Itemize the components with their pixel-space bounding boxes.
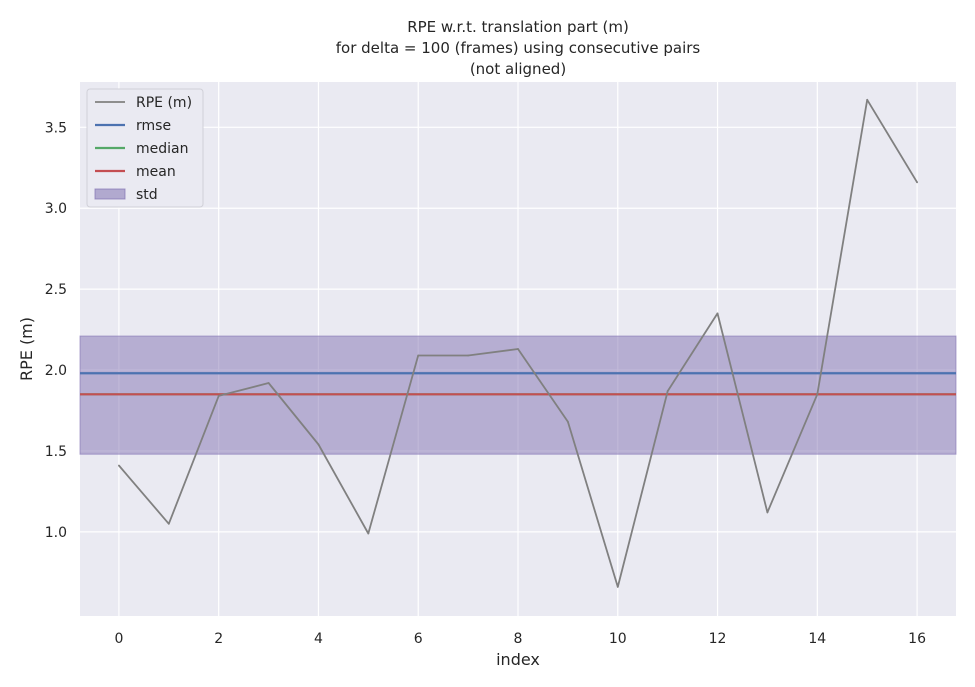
y-tick-label-2: 2.0 xyxy=(45,363,67,379)
x-tick-label-4: 8 xyxy=(514,631,523,647)
legend: RPE (m) rmse median mean std xyxy=(86,88,204,208)
x-axis-label: index xyxy=(496,650,540,669)
rpe-point-7 xyxy=(467,354,470,357)
x-tick-label-0: 0 xyxy=(114,631,123,647)
rpe-point-11 xyxy=(666,390,669,392)
rpe-point-1 xyxy=(167,522,170,525)
chart-title: RPE w.r.t. translation part (m) for delt… xyxy=(336,18,701,78)
rpe-point-0 xyxy=(118,464,120,467)
rpe-point-6 xyxy=(417,354,420,357)
rpe-point-15 xyxy=(866,98,869,101)
title-line-3: (not aligned) xyxy=(470,60,566,78)
x-tick-labels: 0 2 4 6 8 10 12 14 16 xyxy=(114,631,926,647)
rpe-point-8 xyxy=(517,348,519,350)
y-tick-label-1: 1.5 xyxy=(45,444,67,460)
rpe-point-4 xyxy=(317,443,320,446)
rpe-point-9 xyxy=(566,420,569,423)
legend-label-3: mean xyxy=(136,164,176,180)
x-tick-label-5: 10 xyxy=(609,631,627,647)
y-tick-label-3: 2.5 xyxy=(45,282,67,298)
rpe-point-2 xyxy=(217,395,220,397)
legend-label-0: RPE (m) xyxy=(136,95,192,111)
rpe-point-10 xyxy=(616,585,619,588)
rpe-point-13 xyxy=(766,511,769,514)
y-tick-label-0: 1.0 xyxy=(45,525,67,541)
x-tick-label-6: 12 xyxy=(709,631,727,647)
x-tick-label-8: 16 xyxy=(908,631,926,647)
legend-entries: RPE (m) rmse median mean std xyxy=(94,95,192,203)
legend-label-1: rmse xyxy=(136,118,171,134)
x-tick-label-3: 6 xyxy=(414,631,423,647)
x-tick-label-2: 4 xyxy=(314,631,323,647)
legend-swatch-4 xyxy=(94,188,126,200)
y-tick-labels: 1.0 1.5 2.0 2.5 3.0 3.5 xyxy=(45,120,67,541)
y-tick-label-4: 3.0 xyxy=(45,201,67,217)
series-lines xyxy=(118,98,918,588)
legend-label-2: median xyxy=(136,141,188,157)
legend-box xyxy=(86,88,204,208)
rpe-point-14 xyxy=(816,393,819,396)
rpe-point-16 xyxy=(916,181,918,184)
x-tick-label-7: 14 xyxy=(808,631,826,647)
rpe-point-5 xyxy=(367,532,370,535)
rpe-point-12 xyxy=(716,312,719,315)
rpe-point-3 xyxy=(267,382,270,384)
title-line-2: for delta = 100 (frames) using consecuti… xyxy=(336,39,701,57)
y-axis-label: RPE (m) xyxy=(17,317,36,381)
y-tick-label-5: 3.5 xyxy=(45,120,67,136)
x-tick-label-1: 2 xyxy=(214,631,223,647)
legend-label-4: std xyxy=(136,187,158,203)
title-line-1: RPE w.r.t. translation part (m) xyxy=(407,18,629,36)
